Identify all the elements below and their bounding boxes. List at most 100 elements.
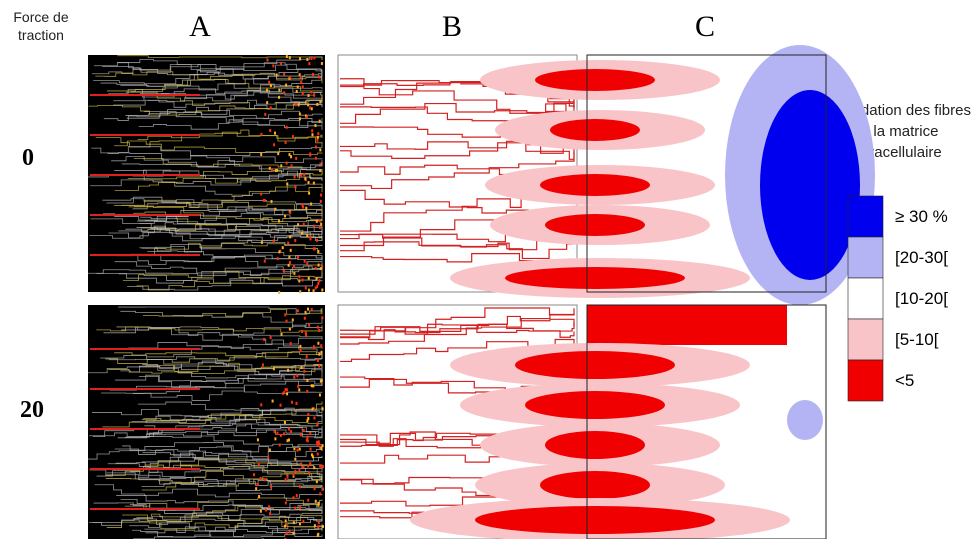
cell	[270, 485, 273, 489]
cell	[318, 393, 321, 397]
cell	[272, 239, 275, 243]
fibre	[132, 202, 323, 221]
cell	[307, 416, 310, 420]
fibre	[106, 196, 323, 215]
cell	[279, 403, 282, 407]
cell	[307, 412, 310, 416]
cell	[319, 199, 322, 203]
cell	[317, 341, 320, 345]
cell	[319, 464, 322, 468]
fibre	[122, 445, 323, 462]
cell	[296, 374, 299, 378]
fibre	[114, 444, 323, 458]
cell	[264, 508, 267, 512]
cell	[310, 308, 313, 312]
panel-border	[586, 54, 827, 293]
cell	[289, 75, 292, 79]
cell	[318, 119, 321, 123]
cell	[284, 140, 287, 144]
cell	[287, 427, 290, 431]
legend-swatch	[847, 359, 884, 402]
cell	[304, 177, 307, 181]
cell	[311, 407, 314, 411]
cell	[306, 378, 309, 382]
region	[505, 267, 685, 289]
cell	[314, 124, 317, 128]
cell	[317, 263, 320, 267]
cell	[286, 392, 289, 396]
cell	[314, 499, 317, 503]
fibre	[94, 484, 323, 499]
cell	[310, 384, 313, 388]
cell	[278, 290, 281, 294]
cell	[299, 75, 302, 79]
cell	[299, 290, 302, 294]
cell	[285, 161, 288, 165]
cell	[318, 219, 321, 223]
fibre	[125, 227, 323, 247]
fibre	[100, 355, 323, 375]
cell	[307, 276, 310, 280]
cell	[316, 135, 319, 139]
cell	[320, 350, 323, 354]
cell	[303, 173, 306, 177]
cell	[284, 388, 287, 392]
cell	[294, 185, 297, 189]
trajectory	[340, 136, 575, 159]
fibre	[115, 369, 323, 384]
cell	[320, 193, 323, 197]
cell	[296, 255, 299, 259]
cell	[313, 524, 316, 528]
cell	[289, 210, 292, 214]
cell	[296, 448, 299, 452]
cell	[316, 358, 319, 362]
cell	[317, 440, 320, 444]
cell	[278, 219, 281, 223]
panels	[88, 45, 875, 539]
fibre	[117, 407, 323, 439]
cell	[256, 438, 259, 442]
cell	[282, 391, 285, 395]
region	[587, 305, 787, 345]
cell	[294, 239, 297, 243]
trajectory	[340, 97, 575, 124]
cell	[314, 156, 317, 160]
cell	[260, 240, 263, 244]
cell	[278, 443, 281, 447]
fibre	[144, 526, 323, 537]
cell	[295, 89, 298, 93]
cell	[320, 447, 323, 451]
cell	[308, 323, 311, 327]
cell	[298, 112, 301, 116]
fibre	[117, 55, 323, 60]
cell	[316, 325, 319, 329]
cell	[264, 112, 267, 116]
cell	[269, 106, 272, 110]
cell	[320, 378, 323, 382]
fibre	[141, 475, 323, 487]
cell	[286, 439, 289, 443]
fibre	[116, 326, 323, 345]
cell	[285, 388, 288, 392]
cell	[304, 331, 307, 335]
cell	[319, 169, 322, 173]
cell	[288, 255, 291, 259]
legend-label: <5	[895, 371, 914, 390]
cell	[278, 88, 281, 92]
cell	[284, 519, 287, 523]
cell	[306, 435, 309, 439]
cell	[283, 390, 286, 394]
cell	[266, 88, 269, 92]
cell	[297, 103, 300, 107]
cell	[278, 250, 281, 254]
cell	[316, 452, 319, 456]
cell	[318, 352, 321, 356]
cell	[284, 313, 287, 317]
cell	[318, 226, 321, 230]
cell	[305, 333, 308, 337]
cell	[312, 289, 315, 293]
cell	[313, 346, 316, 350]
cell	[289, 341, 292, 345]
cell	[301, 85, 304, 89]
cell	[316, 284, 319, 288]
